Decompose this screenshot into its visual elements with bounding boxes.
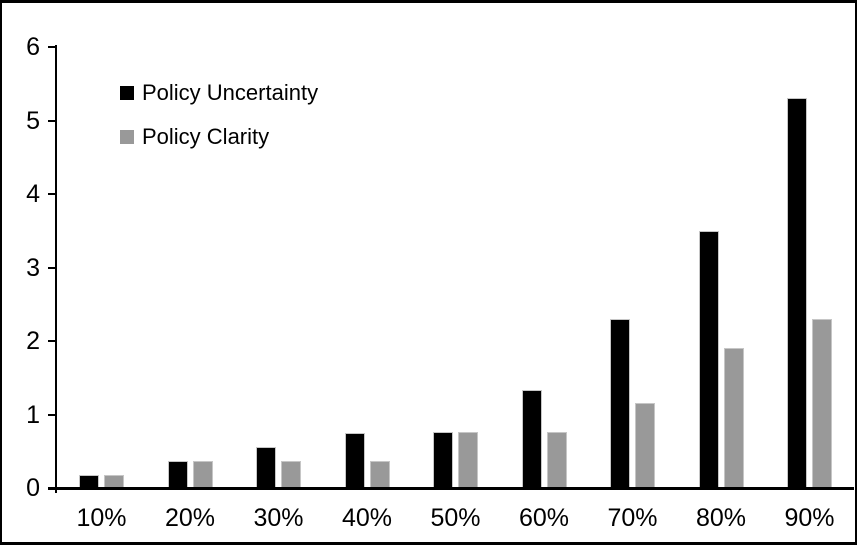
legend: Policy Uncertainty Policy Clarity (120, 80, 318, 168)
y-axis-tick (48, 46, 57, 48)
bar-policy-clarity (104, 475, 124, 488)
y-axis-tick-label: 1 (26, 401, 40, 429)
bar-policy-uncertainty (787, 98, 807, 488)
legend-item-policy-clarity: Policy Clarity (120, 124, 318, 150)
y-axis-tick (48, 193, 57, 195)
x-axis-tick-label: 50% (430, 504, 481, 532)
bar-policy-clarity (281, 461, 301, 488)
bar-policy-clarity (458, 432, 478, 488)
y-axis-tick (48, 414, 57, 416)
y-axis-tick-label: 6 (26, 33, 40, 61)
x-axis-tick-label: 20% (164, 504, 216, 532)
x-axis-tick-label: 40% (341, 504, 393, 532)
y-axis-tick-label: 5 (26, 107, 40, 135)
legend-item-policy-uncertainty: Policy Uncertainty (120, 80, 318, 106)
bar-policy-clarity (635, 403, 655, 488)
y-axis-tick-label: 0 (26, 474, 40, 502)
x-axis-tick-label: 60% (518, 504, 570, 532)
x-axis-tick-label: 30% (253, 504, 304, 532)
x-axis-tick-label: 90% (784, 504, 835, 532)
x-axis-tick-label: 80% (695, 504, 747, 532)
x-axis-line (48, 487, 854, 490)
policy-uncertainty-swatch-icon (120, 86, 134, 100)
legend-label-policy-clarity: Policy Clarity (142, 124, 270, 149)
x-axis-tick-label: 10% (76, 504, 127, 532)
y-axis-tick (48, 267, 57, 269)
y-axis-tick (48, 340, 57, 342)
y-axis-tick (48, 120, 57, 122)
y-axis-tick-label: 2 (26, 327, 40, 355)
bar-policy-uncertainty (433, 432, 453, 488)
x-axis-tick-label: 70% (607, 504, 658, 532)
bar-policy-uncertainty (610, 319, 630, 488)
bar-policy-clarity (723, 348, 744, 488)
bar-policy-uncertainty (256, 447, 276, 488)
bar-policy-uncertainty (521, 390, 542, 488)
bar-policy-uncertainty (344, 433, 365, 488)
bar-policy-clarity (812, 319, 832, 488)
policy-clarity-swatch-icon (120, 130, 134, 144)
y-axis-tick (48, 487, 57, 489)
bar-policy-uncertainty (79, 475, 99, 488)
legend-label-policy-uncertainty: Policy Uncertainty (142, 80, 319, 105)
bar-policy-clarity (546, 432, 567, 488)
bar-policy-uncertainty (698, 231, 719, 488)
y-axis-tick-label: 3 (26, 254, 40, 282)
y-axis-tick-label: 4 (26, 180, 40, 208)
bar-policy-clarity (369, 461, 390, 488)
bar-policy-uncertainty (167, 461, 188, 488)
bar-policy-clarity (192, 461, 213, 488)
